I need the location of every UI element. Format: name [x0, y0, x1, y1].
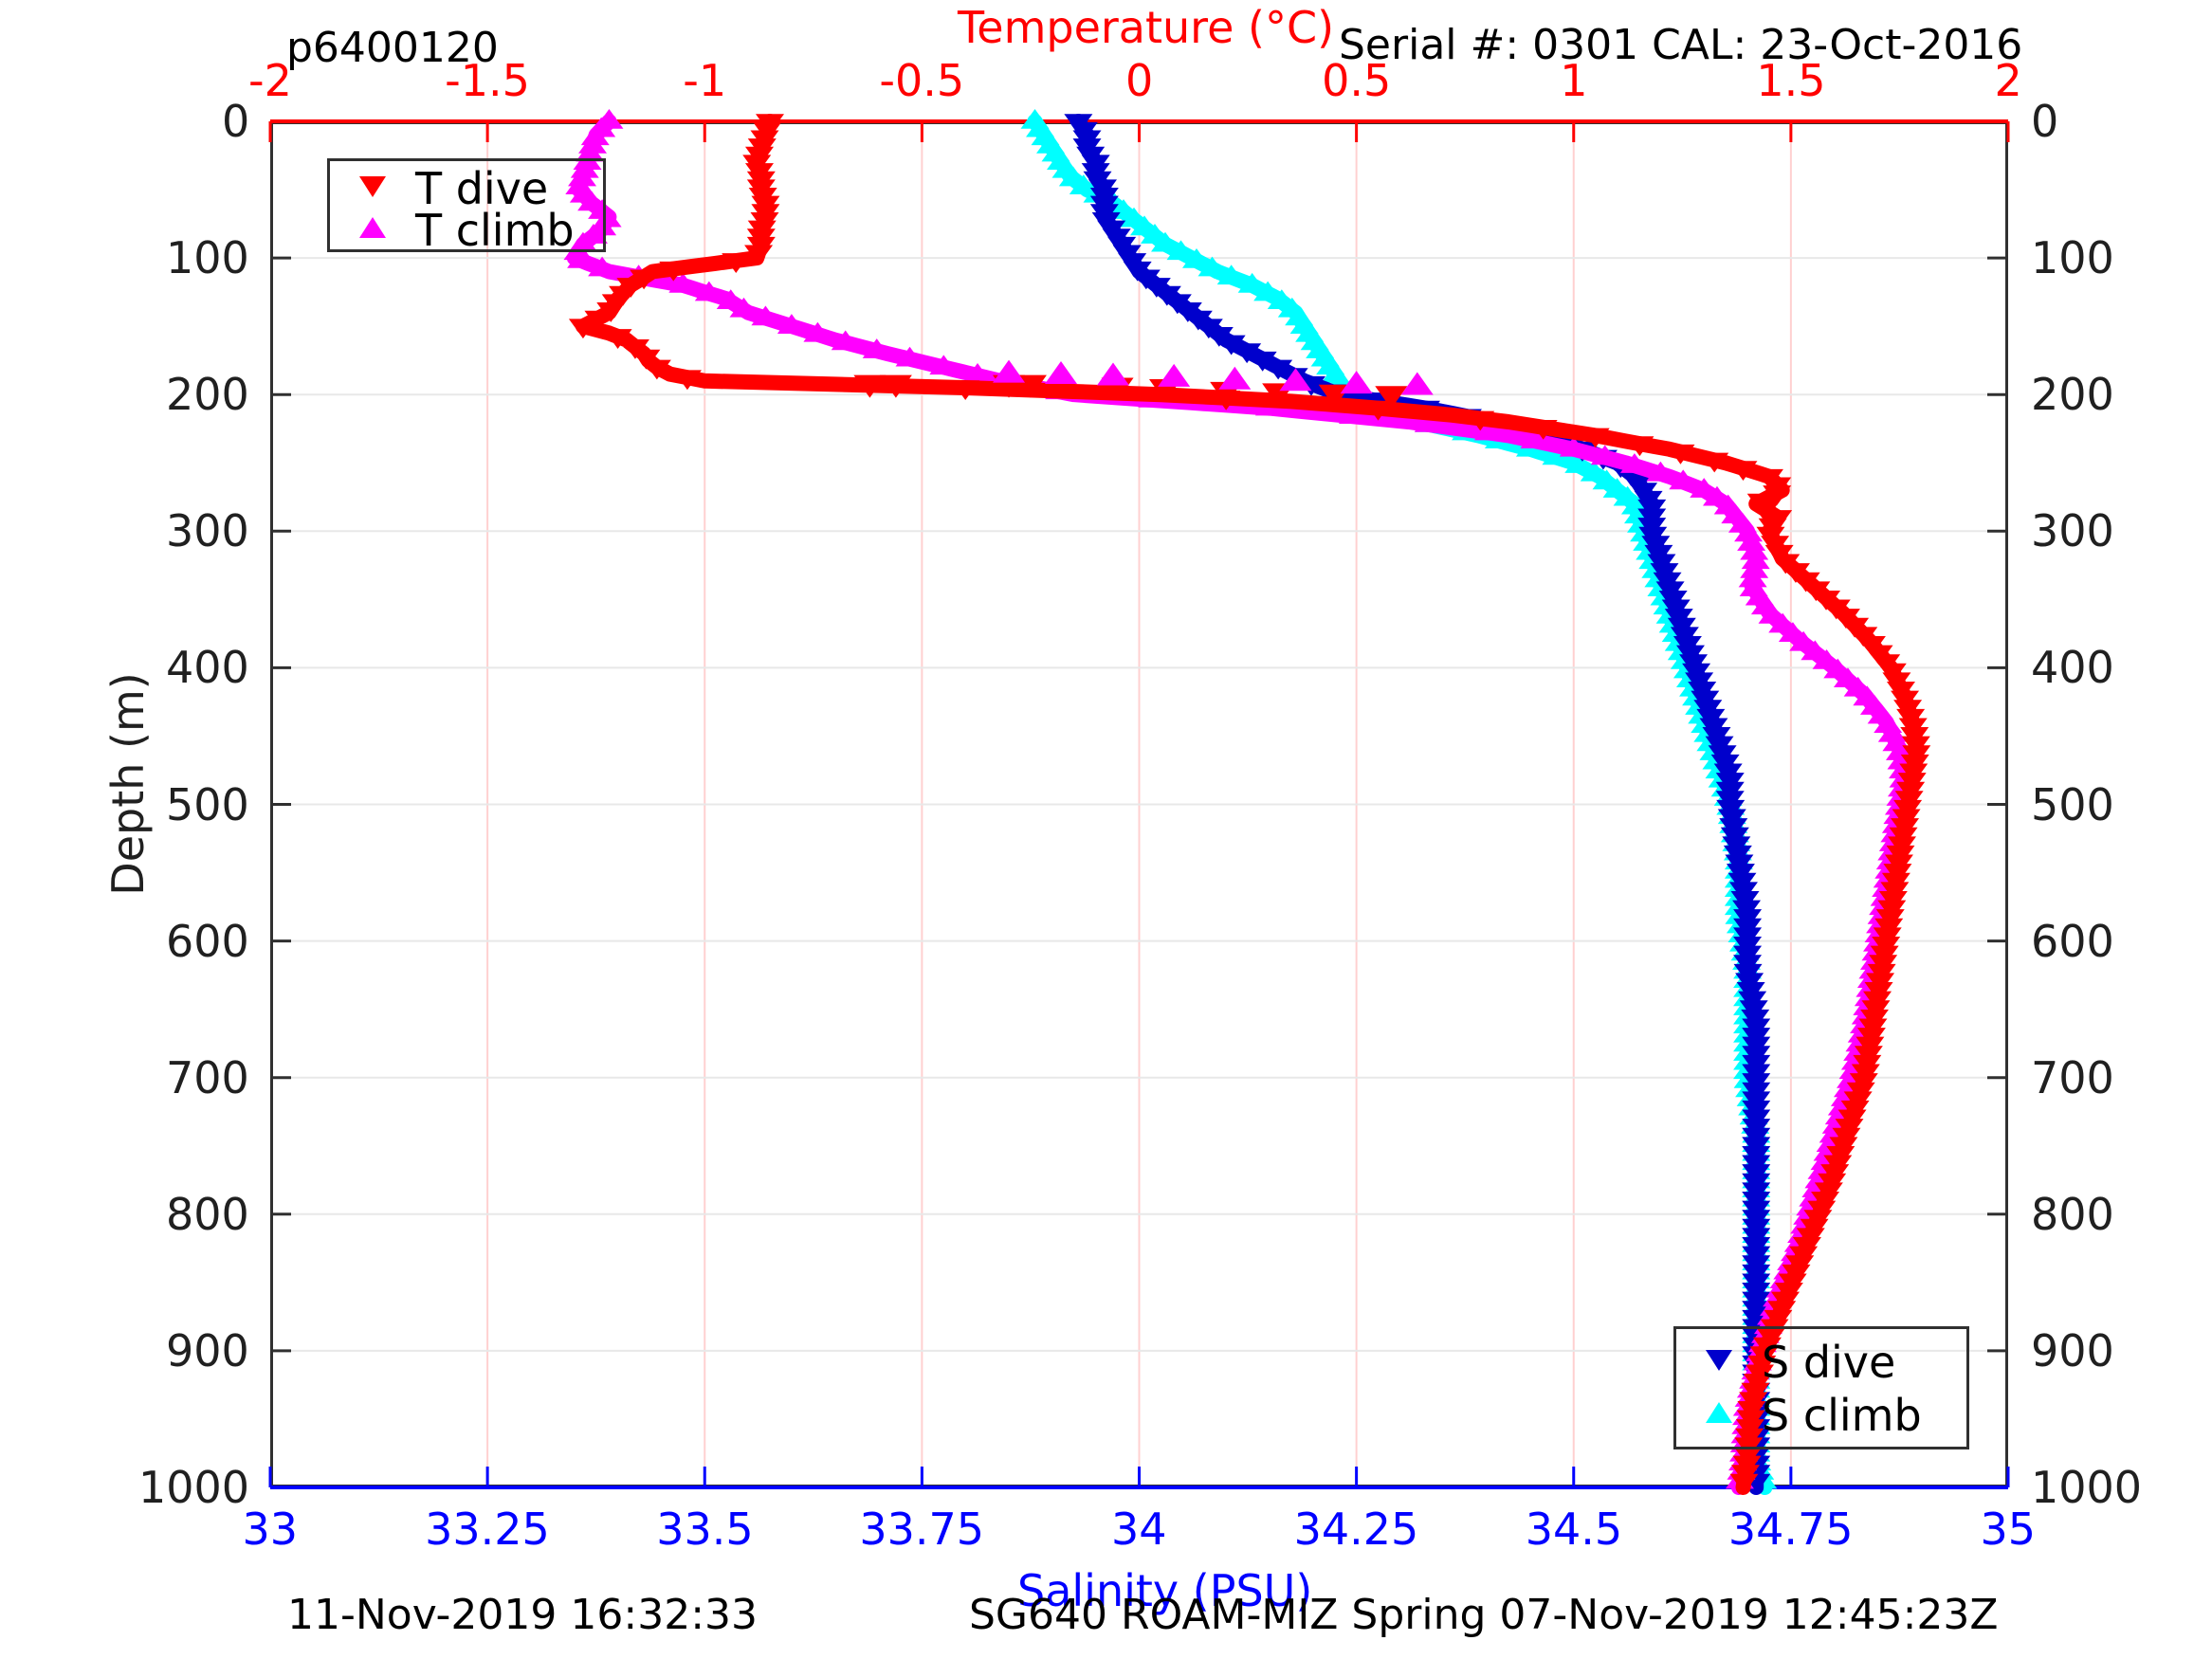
depth-tick-label-left: 400 [166, 642, 249, 694]
depth-tick-label-left: 800 [166, 1188, 249, 1240]
legend-label-s-dive: S dive [1762, 1337, 1896, 1388]
depth-tick-label-right: 100 [2031, 232, 2114, 284]
depth-tick-label-right: 700 [2031, 1051, 2114, 1103]
depth-tick-label-left: 700 [166, 1051, 249, 1103]
footer-generated-timestamp: 11-Nov-2019 16:32:33 [287, 1591, 759, 1639]
temperature-tick-label: 0.5 [1322, 55, 1392, 106]
depth-tick-label-right: 300 [2031, 505, 2114, 557]
depth-tick-label-right: 200 [2031, 369, 2114, 421]
temperature-tick-label: -1 [683, 55, 727, 106]
temperature-axis-title: Temperature (°C) [958, 2, 1335, 53]
legend-label-t-dive: T dive [415, 163, 549, 214]
temperature-tick-label: -0.5 [879, 55, 965, 106]
salinity-legend: S dive S climb [1673, 1326, 1969, 1449]
footer-mission-label: SG640 ROAM-MIZ Spring 07-Nov-2019 12:45:… [969, 1591, 1999, 1639]
salinity-tick-label: 34 [1111, 1504, 1167, 1555]
depth-tick-label-left: 200 [166, 369, 249, 421]
depth-tick-label-left: 1000 [138, 1462, 250, 1513]
salinity-tick-label: 34.75 [1728, 1504, 1854, 1555]
depth-axis-title: Depth (m) [102, 672, 154, 896]
legend-item-s-climb[interactable]: S climb [1676, 1390, 1966, 1441]
depth-tick-label-left: 900 [166, 1324, 249, 1376]
depth-tick-label-right: 1000 [2031, 1462, 2143, 1513]
depth-tick-label-left: 300 [166, 505, 249, 557]
temperature-tick-label: -2 [248, 55, 292, 106]
depth-tick-label-right: 900 [2031, 1324, 2114, 1376]
salinity-tick-label: 35 [1980, 1504, 2037, 1555]
depth-tick-label-left: 600 [166, 915, 249, 967]
plot-id-label: p6400120 [286, 24, 499, 72]
depth-tick-label-right: 400 [2031, 642, 2114, 694]
temperature-tick-label: -1.5 [445, 55, 530, 106]
salinity-axis-title: Salinity (PSU) [1017, 1565, 1313, 1616]
legend-label-s-climb: S climb [1762, 1390, 1922, 1441]
temperature-tick-label: 1 [1560, 55, 1588, 106]
salinity-tick-label: 33.5 [656, 1504, 754, 1555]
temperature-legend: T dive T climb [327, 158, 606, 256]
depth-tick-label-left: 100 [166, 232, 249, 284]
temperature-tick-label: 0 [1125, 55, 1154, 106]
legend-item-t-dive[interactable]: T dive [330, 163, 603, 214]
depth-tick-label-left: 0 [222, 96, 250, 147]
depth-tick-label-right: 800 [2031, 1188, 2114, 1240]
legend-item-t-climb[interactable]: T climb [330, 205, 603, 256]
legend-item-s-dive[interactable]: S dive [1676, 1337, 1966, 1388]
depth-tick-label-right: 0 [2031, 96, 2059, 147]
up-triangle-icon [1676, 1398, 1762, 1432]
salinity-tick-label: 33.75 [859, 1504, 985, 1555]
temperature-tick-label: 2 [1994, 55, 2022, 106]
salinity-tick-label: 33.25 [425, 1504, 550, 1555]
depth-tick-label-left: 500 [166, 778, 249, 830]
plot-area [270, 121, 2008, 1487]
down-triangle-icon [330, 172, 415, 206]
serial-cal-label: Serial #: 0301 CAL: 23-Oct-2016 [1339, 21, 2023, 69]
temperature-tick-label: 1.5 [1756, 55, 1826, 106]
up-triangle-icon [330, 213, 415, 247]
salinity-tick-label: 34.5 [1525, 1504, 1623, 1555]
salinity-tick-label: 34.25 [1293, 1504, 1419, 1555]
salinity-tick-label: 33 [242, 1504, 299, 1555]
depth-tick-label-right: 600 [2031, 915, 2114, 967]
legend-label-t-climb: T climb [415, 205, 575, 256]
depth-tick-label-right: 500 [2031, 778, 2114, 830]
down-triangle-icon [1676, 1345, 1762, 1379]
